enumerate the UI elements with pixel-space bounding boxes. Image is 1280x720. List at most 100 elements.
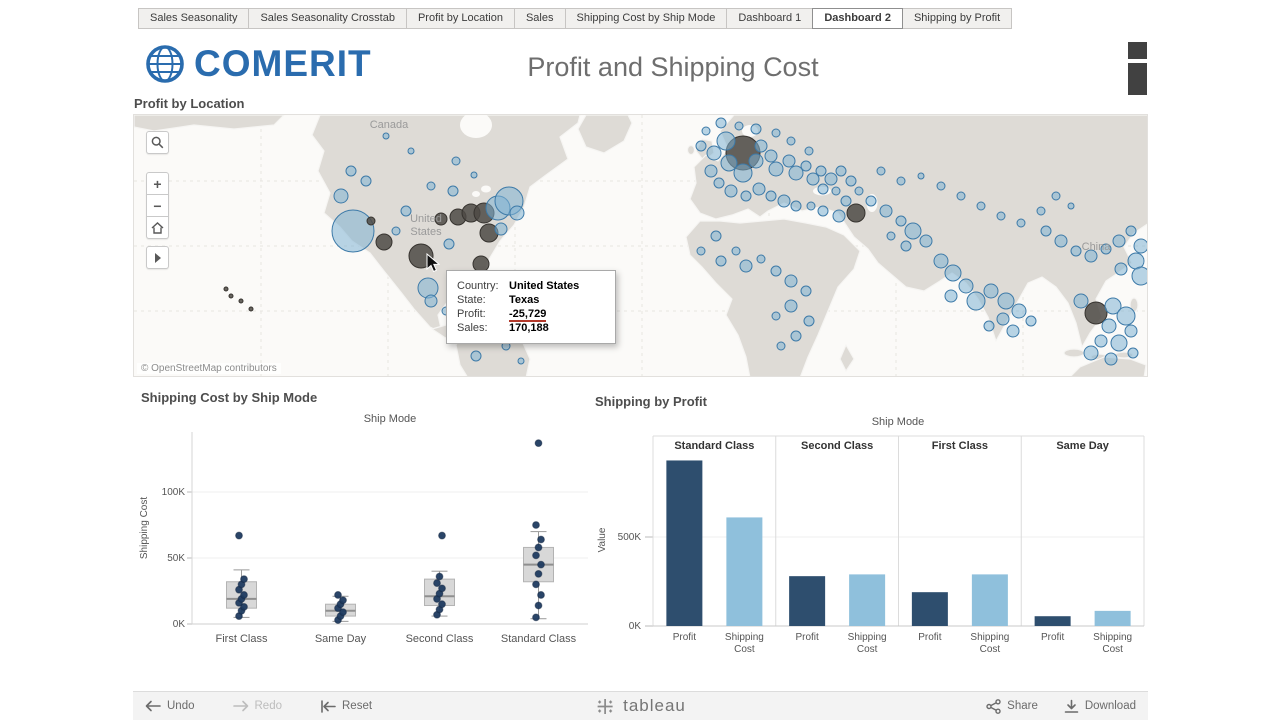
download-button[interactable]: Download bbox=[1064, 699, 1136, 714]
boxplot-standard-class[interactable] bbox=[523, 439, 554, 622]
map-bubble-positive[interactable] bbox=[776, 341, 786, 351]
map-bubble-positive[interactable] bbox=[706, 145, 722, 161]
map-bubble-positive[interactable] bbox=[470, 350, 482, 362]
map-bubble-positive[interactable] bbox=[1036, 206, 1046, 216]
map-collapse-button[interactable] bbox=[146, 246, 169, 269]
map-bubble-positive[interactable] bbox=[1051, 191, 1061, 201]
map-bubble-positive[interactable] bbox=[720, 154, 738, 172]
map-bubble-positive[interactable] bbox=[716, 131, 736, 151]
redo-button[interactable]: Redo bbox=[232, 700, 282, 712]
map-bubble-positive[interactable] bbox=[1124, 324, 1138, 338]
map-bubble-positive[interactable] bbox=[824, 172, 838, 186]
map-bubble-positive[interactable] bbox=[803, 315, 815, 327]
map-bubble-positive[interactable] bbox=[771, 128, 781, 138]
map-bubble-positive[interactable] bbox=[904, 222, 922, 240]
map-bubble-positive[interactable] bbox=[997, 292, 1015, 310]
map-bubble-positive[interactable] bbox=[1116, 306, 1136, 326]
map-bubble-positive[interactable] bbox=[944, 289, 958, 303]
map-bubble-positive[interactable] bbox=[865, 195, 877, 207]
map-bubble-positive[interactable] bbox=[426, 181, 436, 191]
bar-panel-first-class[interactable] bbox=[911, 574, 1008, 626]
map-bubble-positive[interactable] bbox=[451, 156, 461, 166]
map-bubble-positive[interactable] bbox=[1067, 202, 1075, 210]
map-bubble-positive[interactable] bbox=[840, 195, 852, 207]
map-bubble-positive[interactable] bbox=[517, 357, 525, 365]
reset-button[interactable]: Reset bbox=[320, 699, 372, 713]
map-bubble-positive[interactable] bbox=[1131, 266, 1148, 286]
map-bubble-positive[interactable] bbox=[424, 294, 438, 308]
map-bubble-negative[interactable] bbox=[846, 203, 866, 223]
map-bubble-positive[interactable] bbox=[345, 165, 357, 177]
map-bubble-positive[interactable] bbox=[854, 186, 864, 196]
map-bubble-positive[interactable] bbox=[983, 283, 999, 299]
map-bubble-positive[interactable] bbox=[1040, 225, 1052, 237]
map-bubble-positive[interactable] bbox=[817, 183, 829, 195]
map-bubble-positive[interactable] bbox=[1070, 245, 1082, 257]
map-bubble-positive[interactable] bbox=[704, 164, 718, 178]
map-bubble-positive[interactable] bbox=[956, 191, 966, 201]
map-bubble-positive[interactable] bbox=[790, 200, 802, 212]
bar-panel-same-day[interactable] bbox=[1034, 610, 1131, 626]
map-bubble-positive[interactable] bbox=[740, 190, 752, 202]
map-bubble-negative[interactable] bbox=[1084, 301, 1108, 325]
map-bubble-positive[interactable] bbox=[832, 209, 846, 223]
bar-panel-standard-class[interactable] bbox=[666, 460, 763, 626]
map-bubble-positive[interactable] bbox=[788, 165, 804, 181]
map-bubble-positive[interactable] bbox=[983, 320, 995, 332]
map-bubble-positive[interactable] bbox=[933, 253, 949, 269]
boxplot-first-class[interactable] bbox=[226, 531, 257, 620]
map-bubble-positive[interactable] bbox=[800, 160, 812, 172]
map-bubble-positive[interactable] bbox=[886, 231, 896, 241]
map-bubble-positive[interactable] bbox=[1110, 334, 1128, 352]
share-button[interactable]: Share bbox=[986, 698, 1038, 714]
shipping-by-profit-bar-chart[interactable]: Ship Mode Value 0K 500K Standard Class Profit… bbox=[595, 412, 1148, 668]
map-bubble-positive[interactable] bbox=[447, 185, 459, 197]
map-bubble-positive[interactable] bbox=[1104, 352, 1118, 366]
map-bubble-positive[interactable] bbox=[835, 165, 847, 177]
map-bubble-positive[interactable] bbox=[817, 205, 829, 217]
map-bubble-positive[interactable] bbox=[966, 291, 986, 311]
map-bubble-positive[interactable] bbox=[754, 139, 768, 153]
sheet-tab-sales[interactable]: Sales bbox=[513, 8, 566, 29]
map-bubble-negative[interactable] bbox=[248, 306, 254, 312]
map-bubble-positive[interactable] bbox=[790, 330, 802, 342]
map-bubble-positive[interactable] bbox=[771, 311, 781, 321]
profit-bubbles[interactable] bbox=[223, 117, 1148, 366]
map-bubble-positive[interactable] bbox=[748, 153, 764, 169]
map-bubble-positive[interactable] bbox=[770, 265, 782, 277]
undo-button[interactable]: Undo bbox=[145, 700, 195, 712]
map-bubble-positive[interactable] bbox=[752, 182, 766, 196]
map-bubble-positive[interactable] bbox=[900, 240, 912, 252]
map-bubble-positive[interactable] bbox=[831, 186, 841, 196]
map-bubble-positive[interactable] bbox=[765, 190, 777, 202]
map-bubble-negative[interactable] bbox=[228, 293, 234, 299]
map-bubble-positive[interactable] bbox=[876, 166, 886, 176]
map-bubble-positive[interactable] bbox=[784, 299, 798, 313]
map-bubble-positive[interactable] bbox=[1016, 218, 1026, 228]
map-bubble-positive[interactable] bbox=[944, 264, 962, 282]
map-bubble-positive[interactable] bbox=[713, 177, 725, 189]
map-home-button[interactable] bbox=[146, 216, 169, 239]
map-bubble-negative[interactable] bbox=[434, 212, 448, 226]
map-bubble-positive[interactable] bbox=[360, 175, 372, 187]
map-bubble-positive[interactable] bbox=[768, 161, 784, 177]
map-bubble-positive[interactable] bbox=[701, 126, 711, 136]
map-bubble-positive[interactable] bbox=[494, 222, 508, 236]
map-bubble-positive[interactable] bbox=[695, 140, 707, 152]
map-bubble-positive[interactable] bbox=[815, 165, 827, 177]
map-bubble-positive[interactable] bbox=[1054, 234, 1068, 248]
map-bubble-positive[interactable] bbox=[1025, 315, 1037, 327]
boxplot-same-day[interactable] bbox=[325, 591, 356, 624]
tableau-brand[interactable]: tableau bbox=[595, 692, 686, 720]
map-bubble-positive[interactable] bbox=[470, 171, 478, 179]
map-bubble-positive[interactable] bbox=[786, 136, 796, 146]
map-bubble-positive[interactable] bbox=[509, 205, 525, 221]
map-bubble-positive[interactable] bbox=[1083, 345, 1099, 361]
map-bubble-positive[interactable] bbox=[1094, 334, 1108, 348]
sheet-tab-shipping-by-profit[interactable]: Shipping by Profit bbox=[901, 8, 1013, 29]
shipping-cost-boxplot-chart[interactable]: Ship Mode Shipping Cost 0K 50K 100K First Cla… bbox=[133, 408, 593, 660]
boxplot-second-class[interactable] bbox=[424, 531, 455, 619]
sheet-tab-dashboard-1[interactable]: Dashboard 1 bbox=[726, 8, 814, 29]
map-bubble-positive[interactable] bbox=[734, 121, 744, 131]
map-bubble-positive[interactable] bbox=[896, 176, 906, 186]
